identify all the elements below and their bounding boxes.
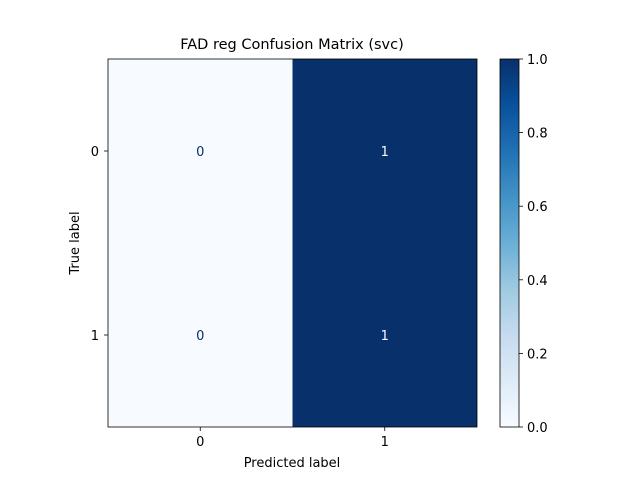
chart-title: FAD reg Confusion Matrix (svc) xyxy=(180,37,404,53)
y-tick-label: 1 xyxy=(91,329,99,344)
colorbar xyxy=(499,58,520,428)
heatmap-cell xyxy=(292,243,477,427)
colorbar-tick-label: 0.4 xyxy=(527,274,548,289)
x-tick-label: 1 xyxy=(381,435,389,450)
heatmap-cell-labels: 0 1 0 1 xyxy=(196,145,389,344)
x-axis-label: Predicted label xyxy=(244,456,341,471)
cell-value-label: 0 xyxy=(196,329,204,344)
colorbar-tick-label: 0.2 xyxy=(527,347,548,362)
y-axis-ticks: 01 xyxy=(91,145,108,344)
heatmap-frame xyxy=(107,58,478,428)
heatmap-cells xyxy=(108,59,477,427)
colorbar-tick-label: 0.8 xyxy=(527,127,548,142)
y-tick-label: 0 xyxy=(91,145,99,160)
heatmap-cell xyxy=(108,59,293,243)
heatmap-cell xyxy=(108,243,293,427)
colorbar-tick-label: 0.6 xyxy=(527,200,548,215)
heatmap-cell xyxy=(292,59,477,243)
cell-value-label: 1 xyxy=(381,145,389,160)
y-axis-label: True label xyxy=(68,211,83,275)
cell-value-label: 0 xyxy=(196,145,204,160)
colorbar-tick-label: 1.0 xyxy=(527,53,548,68)
cell-value-label: 1 xyxy=(381,329,389,344)
x-tick-label: 0 xyxy=(196,435,204,450)
colorbar-tick-label: 0.0 xyxy=(527,421,548,436)
colorbar-ticks: 0.0 0.2 0.4 0.6 0.8 1.0 xyxy=(519,53,548,436)
